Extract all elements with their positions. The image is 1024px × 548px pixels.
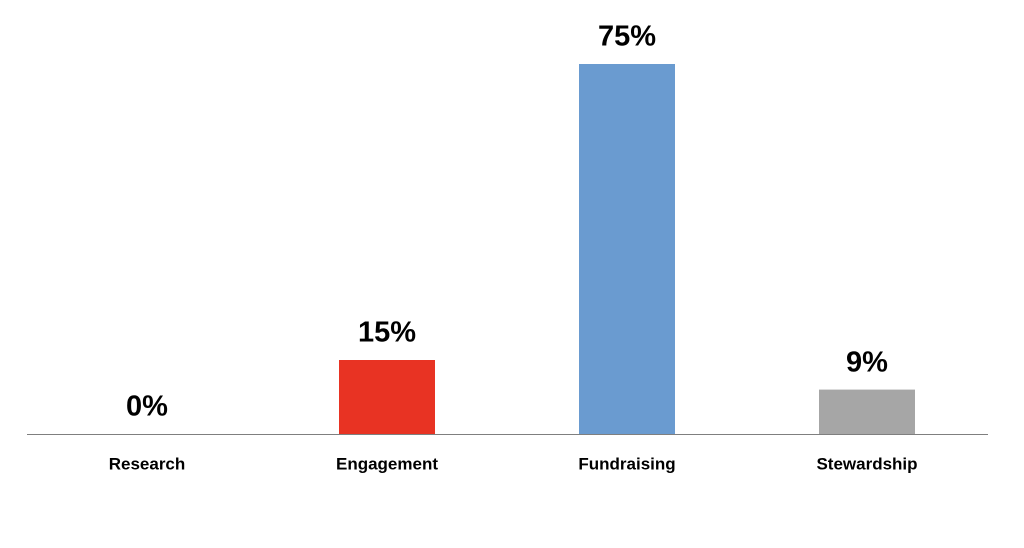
value-label: 75% bbox=[598, 21, 656, 53]
x-tick-label: Research bbox=[109, 454, 186, 473]
bar bbox=[579, 64, 675, 434]
bar bbox=[819, 389, 915, 434]
bar bbox=[339, 360, 435, 434]
value-label: 15% bbox=[358, 317, 416, 349]
value-label: 0% bbox=[126, 391, 168, 423]
x-tick-label: Engagement bbox=[336, 454, 438, 473]
value-label: 9% bbox=[846, 346, 888, 378]
x-tick-label: Fundraising bbox=[578, 454, 675, 473]
x-tick-label: Stewardship bbox=[816, 454, 917, 473]
